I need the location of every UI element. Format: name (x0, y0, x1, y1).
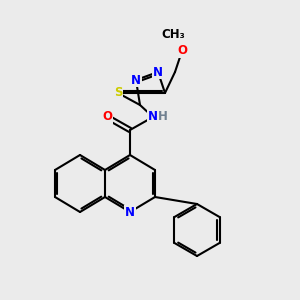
Text: N: N (153, 65, 163, 79)
Text: S: S (114, 86, 122, 100)
Text: N: N (131, 74, 141, 86)
Text: O: O (177, 44, 187, 58)
Text: O: O (102, 110, 112, 124)
Text: H: H (158, 110, 168, 124)
Text: CH₃: CH₃ (161, 28, 185, 41)
Text: N: N (125, 206, 135, 218)
Text: N: N (148, 110, 158, 124)
